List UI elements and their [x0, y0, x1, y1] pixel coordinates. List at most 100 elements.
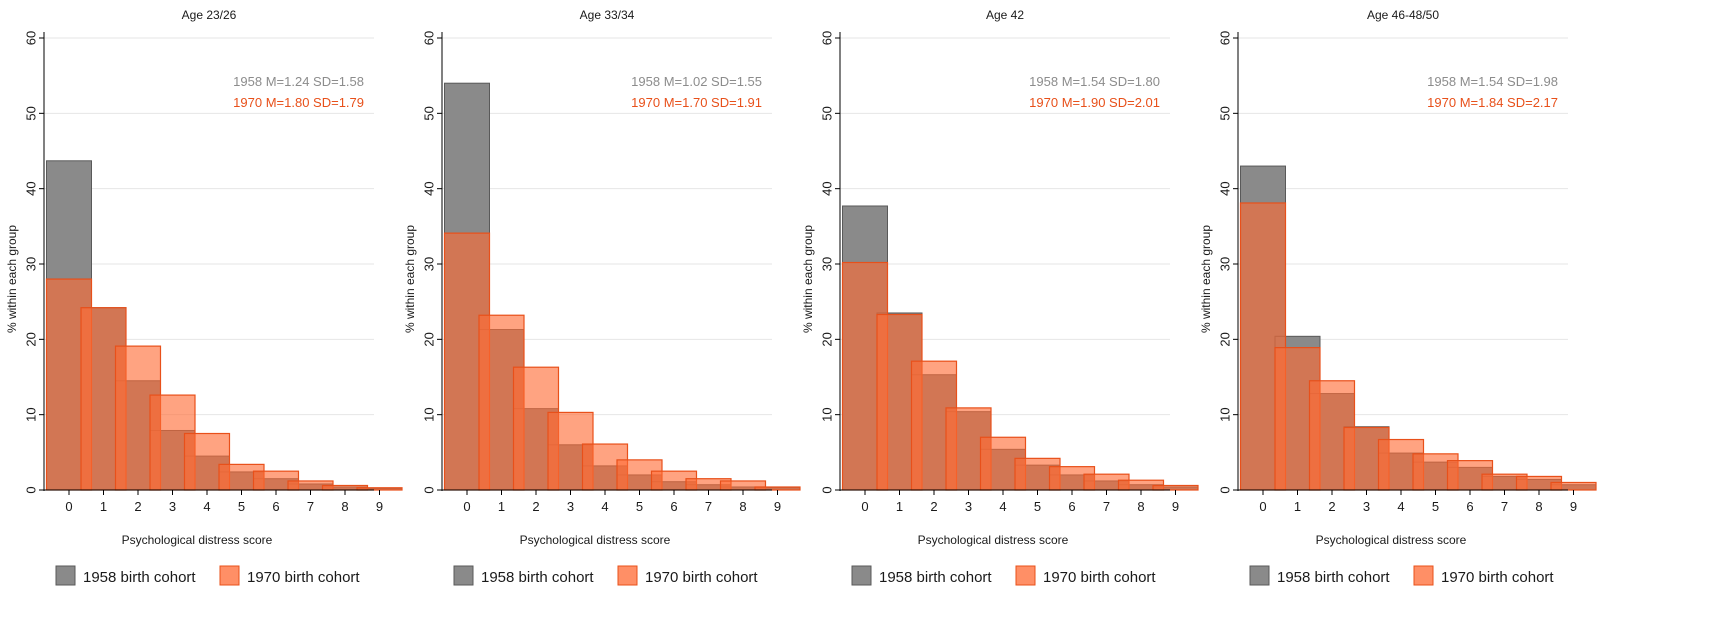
annotation-1958: 1958 M=1.24 SD=1.58: [233, 74, 364, 89]
x-tick-label: 5: [636, 499, 643, 514]
legend-swatch-1958: [851, 565, 872, 586]
y-tick-label: 10: [1217, 407, 1232, 421]
x-tick-label: 9: [376, 499, 383, 514]
y-tick-label: 60: [819, 31, 834, 45]
y-tick-label: 50: [819, 106, 834, 120]
x-tick-label: 1: [896, 499, 903, 514]
x-tick-label: 9: [1172, 499, 1179, 514]
y-tick-label: 60: [1217, 31, 1232, 45]
legend-label-1958: 1958 birth cohort: [1277, 569, 1390, 586]
y-tick-label: 40: [421, 181, 436, 195]
legend-swatch-1970: [617, 565, 638, 586]
legend-swatch-1970: [1015, 565, 1036, 586]
chart-panel-3: Age 42 0 10 20 30 40 50 60 0 1 2 3 4 5 6 7 8 9 Psychologic…: [801, 8, 1199, 586]
x-tick-label: 8: [1535, 499, 1542, 514]
x-tick-label: 5: [1034, 499, 1041, 514]
x-tick-label: 2: [134, 499, 141, 514]
legend-label-1970: 1970 birth cohort: [1441, 569, 1554, 586]
x-tick-label: 3: [169, 499, 176, 514]
x-tick-label: 9: [1570, 499, 1577, 514]
x-tick-label: 1: [498, 499, 505, 514]
x-tick-label: 0: [861, 499, 868, 514]
y-tick-label: 0: [23, 486, 38, 493]
bar-1970-cohort: [1152, 484, 1199, 491]
x-axis-title: Psychological distress score: [122, 533, 273, 547]
x-axis-title: Psychological distress score: [918, 533, 1069, 547]
chart-panel-4: Age 46-48/50 0 10 20 30 40 50 60 0 1 2 3 4 5 6 7 8 9 Psych…: [1199, 8, 1597, 586]
y-tick-label: 0: [819, 486, 834, 493]
legend-label-1958: 1958 birth cohort: [83, 569, 196, 586]
legend-swatch-1958: [55, 565, 76, 586]
chart-panel-1: Age 23/26 0 10 20 30 40 50 60 0 1 2 3 4 5 6 7 8 9 Psycholo…: [5, 8, 403, 586]
annotation-1970: 1970 M=1.70 SD=1.91: [631, 95, 762, 110]
x-tick-label: 2: [930, 499, 937, 514]
x-axis-title: Psychological distress score: [520, 533, 671, 547]
y-tick-label: 20: [1217, 332, 1232, 346]
legend-label-1958: 1958 birth cohort: [879, 569, 992, 586]
x-tick-label: 3: [567, 499, 574, 514]
x-tick-label: 0: [1259, 499, 1266, 514]
x-tick-label: 5: [238, 499, 245, 514]
x-tick-label: 0: [65, 499, 72, 514]
legend: 1958 birth cohort 1970 birth cohort: [1249, 565, 1554, 586]
x-tick-label: 3: [965, 499, 972, 514]
y-tick-label: 10: [23, 407, 38, 421]
x-tick-label: 8: [341, 499, 348, 514]
legend-label-1958: 1958 birth cohort: [481, 569, 594, 586]
legend: 1958 birth cohort 1970 birth cohort: [453, 565, 758, 586]
y-tick-label: 10: [421, 407, 436, 421]
y-tick-label: 60: [23, 31, 38, 45]
legend-label-1970: 1970 birth cohort: [645, 569, 758, 586]
x-tick-label: 4: [1397, 499, 1404, 514]
y-axis-title: % within each group: [5, 225, 19, 333]
legend-swatch-1958: [1249, 565, 1270, 586]
x-tick-label: 9: [774, 499, 781, 514]
chart-title: Age 42: [986, 8, 1024, 22]
y-axis-title: % within each group: [403, 225, 417, 333]
annotation-1970: 1970 M=1.90 SD=2.01: [1029, 95, 1160, 110]
x-tick-label: 6: [1068, 499, 1075, 514]
y-axis-title: % within each group: [801, 225, 815, 333]
x-tick-label: 6: [670, 499, 677, 514]
x-tick-label: 1: [1294, 499, 1301, 514]
x-axis-title: Psychological distress score: [1316, 533, 1467, 547]
bar-1970-cohort: [1550, 481, 1597, 491]
y-tick-label: 40: [819, 181, 834, 195]
x-tick-label: 1: [100, 499, 107, 514]
y-tick-label: 20: [421, 332, 436, 346]
x-tick-label: 4: [601, 499, 608, 514]
x-tick-label: 6: [272, 499, 279, 514]
x-tick-label: 7: [705, 499, 712, 514]
y-tick-label: 20: [23, 332, 38, 346]
chart-title: Age 33/34: [580, 8, 635, 22]
y-tick-label: 0: [1217, 486, 1232, 493]
legend: 1958 birth cohort 1970 birth cohort: [851, 565, 1156, 586]
chart-title: Age 23/26: [182, 8, 237, 22]
legend-swatch-1958: [453, 565, 474, 586]
chart-panel-2: Age 33/34 0 10 20 30 40 50 60 0 1 2 3 4 5 6 7 8 9 Psycholo…: [403, 8, 801, 586]
y-tick-label: 30: [819, 257, 834, 271]
y-tick-label: 30: [421, 257, 436, 271]
x-tick-label: 2: [1328, 499, 1335, 514]
y-tick-label: 60: [421, 31, 436, 45]
x-tick-label: 7: [1103, 499, 1110, 514]
legend-swatch-1970: [1413, 565, 1434, 586]
annotation-1970: 1970 M=1.84 SD=2.17: [1427, 95, 1558, 110]
x-tick-label: 4: [203, 499, 210, 514]
x-tick-label: 5: [1432, 499, 1439, 514]
y-tick-label: 50: [23, 106, 38, 120]
y-axis-title: % within each group: [1199, 225, 1213, 333]
legend-label-1970: 1970 birth cohort: [247, 569, 360, 586]
x-tick-label: 7: [307, 499, 314, 514]
chart-title: Age 46-48/50: [1367, 8, 1439, 22]
legend: 1958 birth cohort 1970 birth cohort: [55, 565, 360, 586]
y-tick-label: 10: [819, 407, 834, 421]
annotation-1958: 1958 M=1.54 SD=1.98: [1427, 74, 1558, 89]
x-tick-label: 6: [1466, 499, 1473, 514]
y-tick-label: 20: [819, 332, 834, 346]
x-tick-label: 2: [532, 499, 539, 514]
x-tick-label: 3: [1363, 499, 1370, 514]
y-tick-label: 0: [421, 486, 436, 493]
x-tick-label: 7: [1501, 499, 1508, 514]
x-tick-label: 4: [999, 499, 1006, 514]
